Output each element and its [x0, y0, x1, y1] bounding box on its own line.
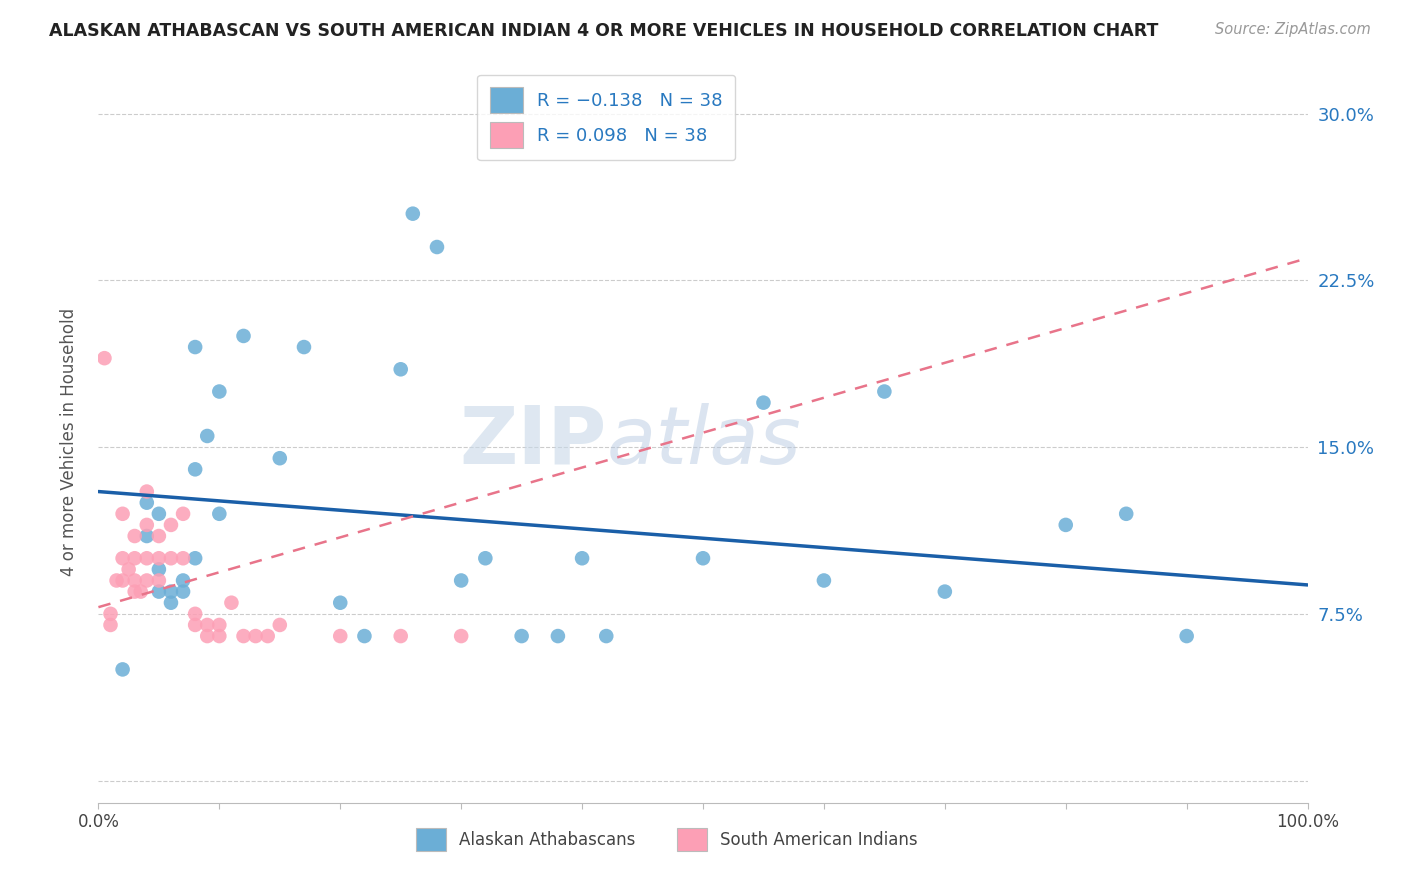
- Point: [135, 517, 157, 532]
- Point: [172, 584, 194, 599]
- Point: [595, 629, 617, 643]
- Point: [221, 596, 243, 610]
- Point: [148, 507, 170, 521]
- Point: [208, 629, 231, 643]
- Point: [124, 574, 146, 588]
- Point: [111, 662, 134, 676]
- Point: [160, 551, 183, 566]
- Point: [208, 507, 231, 521]
- Point: [172, 574, 194, 588]
- Point: [111, 574, 134, 588]
- Point: [160, 517, 183, 532]
- Point: [160, 584, 183, 599]
- Point: [184, 607, 207, 621]
- Point: [402, 207, 425, 221]
- Point: [195, 618, 218, 632]
- Point: [934, 584, 956, 599]
- Point: [124, 584, 146, 599]
- Legend: Alaskan Athabascans, South American Indians: Alaskan Athabascans, South American Indi…: [408, 819, 927, 860]
- Point: [232, 329, 254, 343]
- Point: [1115, 507, 1137, 521]
- Point: [292, 340, 315, 354]
- Point: [547, 629, 569, 643]
- Text: ZIP: ZIP: [458, 402, 606, 481]
- Point: [172, 507, 194, 521]
- Point: [256, 629, 278, 643]
- Point: [813, 574, 835, 588]
- Point: [269, 618, 291, 632]
- Point: [450, 574, 472, 588]
- Point: [135, 574, 157, 588]
- Point: [100, 607, 122, 621]
- Point: [195, 629, 218, 643]
- Point: [184, 618, 207, 632]
- Point: [100, 618, 122, 632]
- Point: [135, 496, 157, 510]
- Point: [184, 340, 207, 354]
- Point: [148, 574, 170, 588]
- Point: [172, 551, 194, 566]
- Text: atlas: atlas: [606, 402, 801, 481]
- Point: [1175, 629, 1198, 643]
- Point: [111, 507, 134, 521]
- Point: [873, 384, 896, 399]
- Point: [135, 551, 157, 566]
- Point: [389, 362, 412, 376]
- Point: [105, 574, 128, 588]
- Point: [118, 562, 141, 576]
- Point: [148, 551, 170, 566]
- Point: [129, 584, 152, 599]
- Point: [474, 551, 496, 566]
- Point: [571, 551, 593, 566]
- Point: [1054, 517, 1077, 532]
- Point: [752, 395, 775, 409]
- Text: Source: ZipAtlas.com: Source: ZipAtlas.com: [1215, 22, 1371, 37]
- Point: [111, 551, 134, 566]
- Point: [208, 618, 231, 632]
- Point: [195, 429, 218, 443]
- Point: [160, 596, 183, 610]
- Point: [208, 384, 231, 399]
- Point: [353, 629, 375, 643]
- Point: [135, 484, 157, 499]
- Point: [329, 596, 352, 610]
- Point: [269, 451, 291, 466]
- Point: [148, 529, 170, 543]
- Point: [232, 629, 254, 643]
- Point: [124, 529, 146, 543]
- Point: [93, 351, 115, 366]
- Point: [329, 629, 352, 643]
- Point: [389, 629, 412, 643]
- Point: [450, 629, 472, 643]
- Point: [135, 529, 157, 543]
- Point: [184, 462, 207, 476]
- Y-axis label: 4 or more Vehicles in Household: 4 or more Vehicles in Household: [59, 308, 77, 575]
- Point: [692, 551, 714, 566]
- Point: [426, 240, 449, 254]
- Point: [510, 629, 533, 643]
- Text: ALASKAN ATHABASCAN VS SOUTH AMERICAN INDIAN 4 OR MORE VEHICLES IN HOUSEHOLD CORR: ALASKAN ATHABASCAN VS SOUTH AMERICAN IND…: [49, 22, 1159, 40]
- Point: [184, 551, 207, 566]
- Point: [124, 551, 146, 566]
- Point: [148, 584, 170, 599]
- Point: [148, 562, 170, 576]
- Point: [245, 629, 267, 643]
